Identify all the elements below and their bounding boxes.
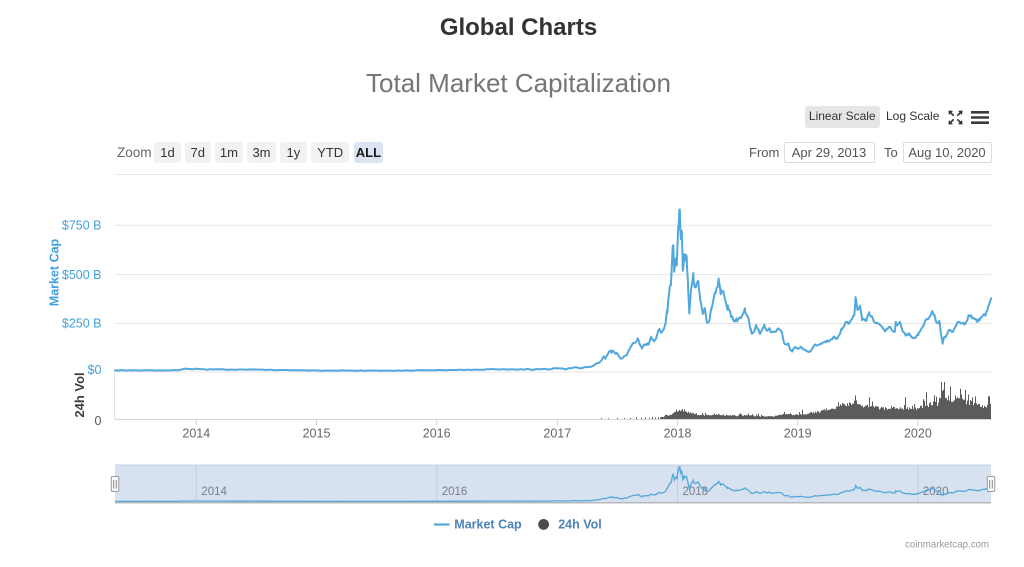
svg-text:2014: 2014	[182, 427, 210, 441]
svg-text:24h Vol: 24h Vol	[72, 372, 87, 417]
svg-text:coinmarketcap.com: coinmarketcap.com	[905, 540, 989, 551]
svg-text:$750 B: $750 B	[62, 219, 102, 233]
svg-text:2018: 2018	[664, 427, 692, 441]
svg-text:Market Cap: Market Cap	[454, 517, 522, 531]
svg-text:$250 B: $250 B	[62, 317, 102, 331]
svg-text:2016: 2016	[442, 486, 468, 498]
svg-text:$500 B: $500 B	[62, 268, 102, 282]
svg-text:2017: 2017	[543, 427, 571, 441]
svg-text:2014: 2014	[201, 486, 227, 498]
svg-text:2020: 2020	[923, 486, 949, 498]
svg-text:2016: 2016	[423, 427, 451, 441]
svg-text:2020: 2020	[904, 427, 932, 441]
svg-text:$0: $0	[88, 363, 102, 377]
svg-text:24h Vol: 24h Vol	[558, 517, 602, 531]
svg-text:0: 0	[95, 414, 102, 428]
svg-text:Market Cap: Market Cap	[47, 238, 61, 306]
svg-text:2015: 2015	[303, 427, 331, 441]
svg-text:2019: 2019	[784, 427, 812, 441]
